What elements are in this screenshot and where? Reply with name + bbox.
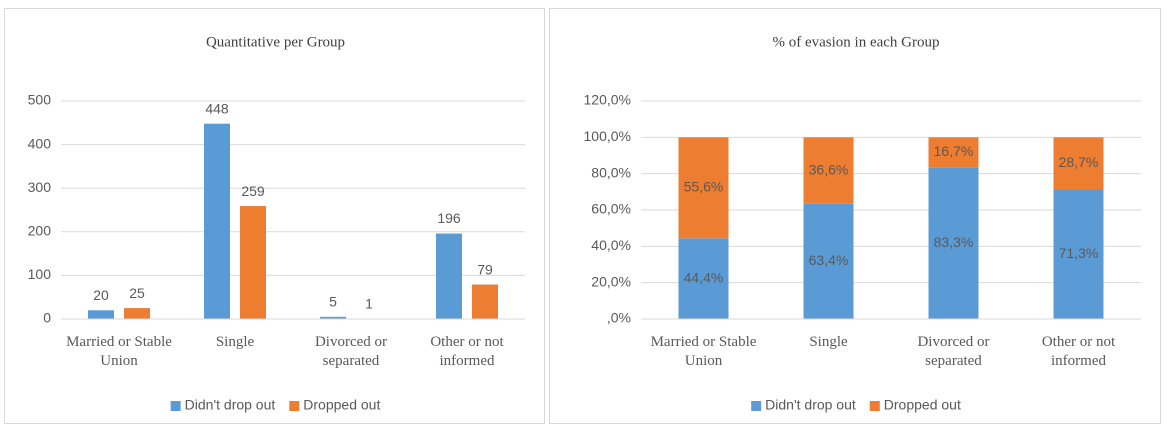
x-tick-label: Single [215, 334, 255, 350]
bar-segment [803, 137, 854, 204]
value-label: 83,3% [934, 234, 974, 250]
bar [436, 233, 462, 319]
y-tick-label: 100,0% [584, 128, 631, 144]
value-label: 1 [365, 295, 373, 311]
legend-label: Dropped out [884, 397, 961, 413]
y-tick-label: 60,0% [591, 201, 631, 217]
value-label: 71,3% [1059, 245, 1099, 261]
legend-swatch [869, 401, 880, 411]
value-label: 63,4% [809, 252, 849, 268]
bar-segment [1053, 137, 1104, 190]
bar-segment [1053, 189, 1104, 319]
y-tick-label: 500 [28, 92, 52, 108]
bar [472, 284, 498, 319]
value-label: 25 [129, 285, 145, 301]
value-label: 448 [205, 100, 229, 116]
y-tick-label: 40,0% [591, 237, 631, 253]
chart-title: Quantitative per Group [206, 34, 345, 50]
chart-panel: % of evasion in each Group ,0% 20,0% 40,0% 6… [549, 8, 1161, 424]
x-tick-label: Married or Stable Union [66, 334, 172, 369]
bar [240, 206, 266, 319]
bar-segment [803, 203, 854, 319]
x-tick-label: Other or not informed [1041, 334, 1116, 369]
y-tick-label: 120,0% [584, 92, 631, 108]
bar [320, 316, 346, 319]
bar [124, 308, 150, 319]
bar-segment [928, 167, 979, 319]
value-label: 28,7% [1059, 154, 1099, 170]
value-label: 16,7% [934, 143, 974, 159]
value-label: 5 [329, 294, 337, 310]
y-tick-label: 200 [28, 223, 52, 239]
x-tick-label: Married or Stable Union [650, 334, 757, 369]
legend-label: Dropped out [303, 397, 380, 413]
legend-swatch [751, 401, 762, 411]
x-tick-label: Other or not informed [430, 334, 504, 369]
chart: % of evasion in each Group ,0% 20,0% 40,0% 6… [584, 34, 1141, 413]
bar-segment [928, 137, 979, 168]
y-tick-label: 20,0% [591, 273, 631, 289]
value-label: 36,6% [809, 161, 849, 177]
bar [88, 310, 114, 319]
x-tick-label: Divorced or separated [917, 334, 990, 369]
y-tick-label: ,0% [607, 310, 631, 326]
chart-panel: Quantitative per Group 0 100 200 300 400 500 20… [4, 8, 545, 424]
bar-segment [678, 238, 729, 319]
value-label: 79 [477, 261, 493, 277]
legend-label: Didn't drop out [765, 397, 856, 413]
bar [204, 123, 230, 319]
value-label: 44,4% [684, 269, 724, 285]
value-label: 259 [241, 183, 265, 199]
x-tick-label: Single [809, 334, 848, 350]
value-label: 20 [93, 287, 109, 303]
x-tick-label: Divorced or separated [314, 334, 388, 369]
y-tick-label: 80,0% [591, 164, 631, 180]
y-tick-label: 300 [28, 179, 52, 195]
legend-swatch [289, 401, 300, 411]
chart-title: % of evasion in each Group [772, 34, 939, 50]
value-label: 196 [437, 210, 461, 226]
chart: Quantitative per Group 0 100 200 300 400 500 20… [28, 34, 525, 413]
y-tick-label: 400 [28, 135, 52, 151]
y-tick-label: 100 [28, 266, 52, 282]
bar-segment [678, 137, 729, 239]
legend-label: Didn't drop out [185, 397, 276, 413]
value-label: 55,6% [684, 179, 724, 195]
y-tick-label: 0 [43, 310, 51, 326]
legend-swatch [170, 401, 181, 411]
